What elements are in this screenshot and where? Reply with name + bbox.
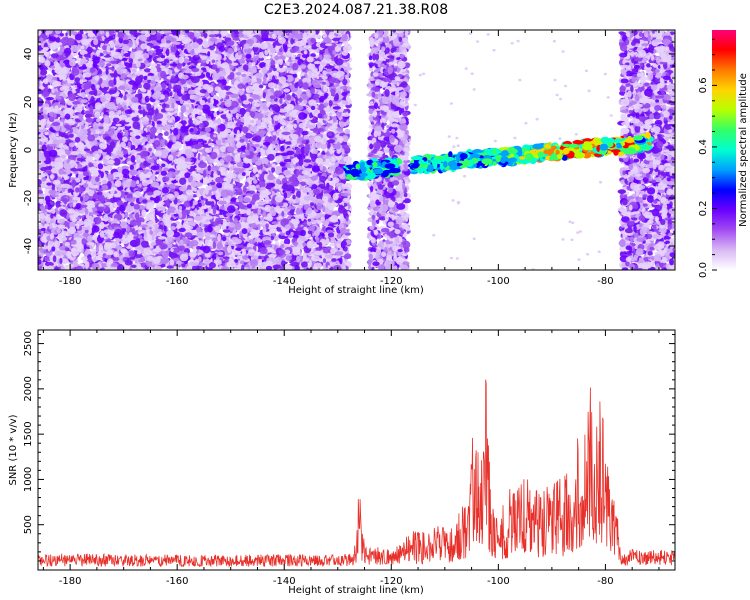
y-tick-label: 20 xyxy=(23,96,34,109)
x-tick-label: -140 xyxy=(273,576,296,587)
x-tick-label: -120 xyxy=(380,276,403,287)
x-tick-label: -80 xyxy=(597,276,613,287)
y-tick-label: 0 xyxy=(23,147,34,153)
x-tick-label: -100 xyxy=(487,276,510,287)
y-tick-label: 2000 xyxy=(23,376,34,401)
x-tick-label: -120 xyxy=(380,576,403,587)
snr-panel: -180 -160 -140 -120 -100 -80 500 1000 1500 2000 2… xyxy=(8,329,676,596)
colorbar-tick-label: 0.0 xyxy=(698,262,709,278)
colorbar-tick-label: 0.2 xyxy=(698,201,709,217)
y-tick-label: 2500 xyxy=(23,331,34,356)
spectrogram-x-label: Height of straight line (km) xyxy=(288,285,424,296)
y-tick-label: 40 xyxy=(23,48,34,61)
spectrogram-panel: -180 -160 -140 -120 -100 -80 40 20 0 -20 -40 Heig… xyxy=(8,29,676,296)
snr-y-label: SNR (10 * v/v) xyxy=(8,414,19,485)
colorbar: 0.0 0.2 0.4 0.6 Normalized spectral amplitu… xyxy=(698,30,749,278)
y-tick-label: -20 xyxy=(23,190,34,206)
colorbar-tick-label: 0.6 xyxy=(698,77,709,93)
colorbar-gradient xyxy=(712,30,736,270)
x-tick-label: -160 xyxy=(166,276,189,287)
snr-x-label: Height of straight line (km) xyxy=(288,585,424,596)
colorbar-tick-label: 0.4 xyxy=(698,139,709,155)
heatmap-echo-trace xyxy=(343,131,654,181)
snr-series-line xyxy=(38,379,675,568)
x-tick-label: -160 xyxy=(166,576,189,587)
spectrogram-x-ticks: -180 -160 -140 -120 -100 -80 xyxy=(42,30,660,287)
y-tick-label: 1500 xyxy=(23,421,34,446)
figure-title: C2E3.2024.087.21.38.R08 xyxy=(264,2,448,18)
heatmap-noise xyxy=(38,30,675,270)
y-tick-label: -40 xyxy=(23,238,34,254)
colorbar-label: Normalized spectral amplitude xyxy=(738,73,749,227)
y-tick-label: 500 xyxy=(23,515,34,534)
x-tick-label: -180 xyxy=(59,276,82,287)
snr-y-ticks: 500 1000 1500 2000 2500 xyxy=(23,331,675,562)
snr-x-ticks: -180 -160 -140 -120 -100 -80 xyxy=(42,330,660,587)
x-tick-label: -80 xyxy=(597,576,613,587)
x-tick-label: -140 xyxy=(273,276,296,287)
y-tick-label: 1000 xyxy=(23,467,34,492)
spectrogram-y-ticks: 40 20 0 -20 -40 xyxy=(23,29,675,271)
x-tick-label: -100 xyxy=(487,576,510,587)
colorbar-ticks: 0.0 0.2 0.4 0.6 xyxy=(698,38,717,278)
spectrogram-y-label: Frequency (Hz) xyxy=(8,112,19,188)
snr-frame xyxy=(37,329,676,571)
x-tick-label: -180 xyxy=(59,576,82,587)
